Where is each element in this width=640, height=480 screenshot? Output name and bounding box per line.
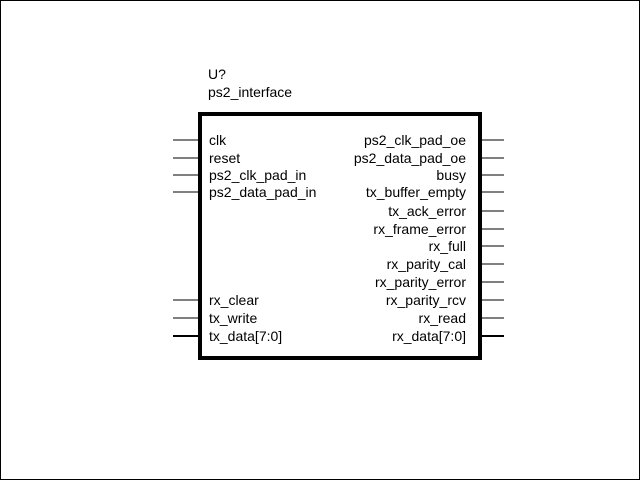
- pin-label-right: rx_parity_rcv: [385, 292, 466, 308]
- pin-label-right: rx_parity_error: [374, 274, 466, 290]
- pin-label-left: tx_write: [209, 310, 258, 326]
- pin-label-right: rx_parity_cal: [386, 256, 466, 272]
- pin-label-right: rx_read: [418, 310, 466, 326]
- pin-label-right: rx_frame_error: [373, 221, 466, 237]
- pin-label-left: rx_clear: [209, 292, 259, 308]
- pin-label-right: tx_buffer_empty: [365, 184, 466, 200]
- pin-label-left: clk: [209, 132, 227, 148]
- pin-label-left: ps2_data_pad_in: [209, 184, 317, 200]
- pin-label-right: ps2_clk_pad_oe: [364, 132, 466, 148]
- pin-label-right: tx_ack_error: [388, 203, 466, 219]
- pin-label-left: ps2_clk_pad_in: [209, 167, 307, 183]
- component-name: ps2_interface: [208, 84, 293, 100]
- pin-label-right: rx_data[7:0]: [392, 328, 466, 344]
- component-body[interactable]: [198, 112, 482, 360]
- pin-label-left: tx_data[7:0]: [209, 328, 283, 344]
- pin-label-right: rx_full: [428, 238, 466, 254]
- pin-label-right: busy: [436, 167, 466, 183]
- pin-label-right: ps2_data_pad_oe: [353, 150, 466, 166]
- component-refdes: U?: [208, 66, 226, 82]
- pin-label-left: reset: [209, 150, 241, 166]
